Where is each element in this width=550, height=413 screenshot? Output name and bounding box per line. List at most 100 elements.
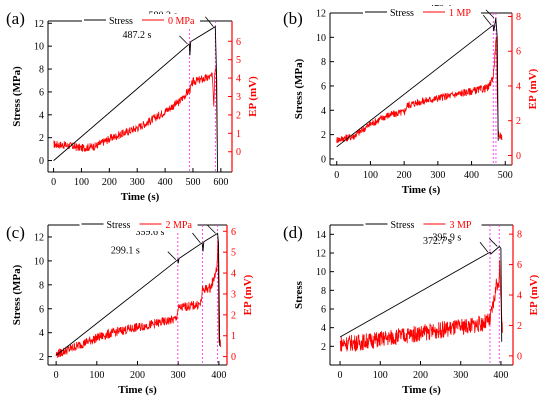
y2-tick-label: 2 <box>236 110 241 121</box>
x-tick-label: 300 <box>171 370 186 381</box>
y-tick-label: 10 <box>316 267 326 278</box>
legend-box <box>363 6 481 19</box>
y2-tick-label: 3 <box>231 289 236 300</box>
x-tick-label: 100 <box>89 370 104 381</box>
legend-label-stress: Stress <box>391 220 415 231</box>
y-axis-label: Stress (MPa) <box>11 264 23 325</box>
annotation-arrow <box>205 16 214 27</box>
annotation-arrow <box>167 251 177 260</box>
y-tick-label: 12 <box>34 19 44 30</box>
y2-tick-label: 6 <box>231 227 236 238</box>
y2-tick-label: 0 <box>236 147 241 158</box>
series-line-ep <box>53 66 218 152</box>
legend-box <box>79 218 198 231</box>
series-line-stress <box>53 25 218 173</box>
y-tick-label: 14 <box>316 230 326 241</box>
y2-tick-label: 5 <box>236 55 241 66</box>
annotation-label: 372.7 s <box>423 236 452 247</box>
chart-panel-a: 0 100 200 300 400 500 6000246810120123456Time … <box>6 9 259 203</box>
y-tick-label: 4 <box>39 328 44 339</box>
x-tick-label: 300 <box>430 170 445 181</box>
x-tick-label: 0 <box>51 177 56 188</box>
annotation-label: 487.2 s <box>122 30 151 41</box>
y2-axis-label: EP (mV) <box>247 76 259 117</box>
annotation-label: 359.6 s <box>136 227 165 238</box>
x-tick-label: 400 <box>211 370 226 381</box>
y-tick-label: 0 <box>321 154 326 165</box>
y2-tick-label: 5 <box>231 248 236 259</box>
y-tick-label: 10 <box>34 256 44 267</box>
annotation-label: 299.1 s <box>111 246 140 257</box>
y2-tick-label: 1 <box>231 331 236 342</box>
x-axis-label: Time (s) <box>402 384 441 396</box>
y2-axis-label: EP (mV) <box>527 68 539 109</box>
y2-tick-label: 4 <box>517 291 522 302</box>
y-tick-label: 10 <box>34 42 44 53</box>
x-tick-label: 0 <box>334 170 339 181</box>
series-line-stress <box>55 232 221 356</box>
y2-tick-label: 0 <box>517 351 522 362</box>
y-tick-label: 12 <box>316 9 326 20</box>
x-tick-label: 0 <box>338 370 343 381</box>
y-tick-label: 12 <box>34 232 44 243</box>
annotation-arrow <box>482 14 492 26</box>
y-tick-label: 2 <box>39 133 44 144</box>
legend-label-ep: 1 MP <box>449 8 471 19</box>
annotation-arrow <box>489 238 498 247</box>
legend-box <box>363 218 482 231</box>
y2-tick-label: 6 <box>236 37 241 48</box>
y2-tick-label: 4 <box>516 81 521 92</box>
x-tick-label: 100 <box>363 170 378 181</box>
y-tick-label: 4 <box>321 323 326 334</box>
x-tick-label: 500 <box>185 177 200 188</box>
y-tick-label: 6 <box>39 87 44 98</box>
x-axis-label: Time (s) <box>118 384 157 396</box>
y2-tick-label: 6 <box>517 260 522 271</box>
y-tick-label: 2 <box>321 342 326 353</box>
x-tick-label: 200 <box>102 177 117 188</box>
y2-axis-label: EP (mV) <box>242 274 254 315</box>
annotation-label: 395.9 s <box>432 232 461 243</box>
series-line-ep <box>339 259 503 352</box>
annotation-arrow <box>485 9 495 19</box>
annotation-arrow <box>207 225 216 234</box>
panel-label: (d) <box>283 223 303 242</box>
y-axis-label: Stress (MPa) <box>11 66 23 127</box>
y2-tick-label: 2 <box>517 321 522 332</box>
annotation-arrow <box>179 35 188 45</box>
y-tick-label: 4 <box>321 106 326 117</box>
y-tick-label: 4 <box>39 110 44 121</box>
y2-tick-label: 2 <box>516 116 521 127</box>
y-tick-label: 6 <box>321 305 326 316</box>
y-tick-label: 2 <box>39 352 44 363</box>
panel-label: (b) <box>283 9 303 28</box>
y-tick-label: 8 <box>39 280 44 291</box>
y-tick-label: 6 <box>39 304 44 315</box>
y-tick-label: 10 <box>316 33 326 44</box>
y2-tick-label: 0 <box>516 151 521 162</box>
x-tick-label: 100 <box>373 370 388 381</box>
y-tick-label: 8 <box>321 57 326 68</box>
x-axis-label: Time (s) <box>121 191 160 203</box>
series-line-ep <box>336 36 503 144</box>
legend-label-stress: Stress <box>107 220 131 231</box>
x-tick-label: 600 <box>213 177 228 188</box>
y2-tick-label: 4 <box>231 269 236 280</box>
y-tick-label: 2 <box>321 130 326 141</box>
y2-tick-label: 2 <box>231 310 236 321</box>
chart-panel-d: 0 100 200 300 400 2 4 6 8 10 12 14 0 2 4 6 8 Time (s) Stre… <box>283 218 540 396</box>
y-tick-label: 6 <box>321 81 326 92</box>
legend-label-stress: Stress <box>390 8 414 19</box>
x-tick-label: 200 <box>413 370 428 381</box>
x-tick-label: 400 <box>464 170 479 181</box>
x-tick-label: 200 <box>397 170 412 181</box>
y-tick-label: 8 <box>321 286 326 297</box>
x-tick-label: 100 <box>74 177 89 188</box>
x-tick-label: 500 <box>498 170 513 181</box>
x-tick-label: 400 <box>493 370 508 381</box>
x-tick-label: 300 <box>130 177 145 188</box>
x-tick-label: 0 <box>54 370 59 381</box>
